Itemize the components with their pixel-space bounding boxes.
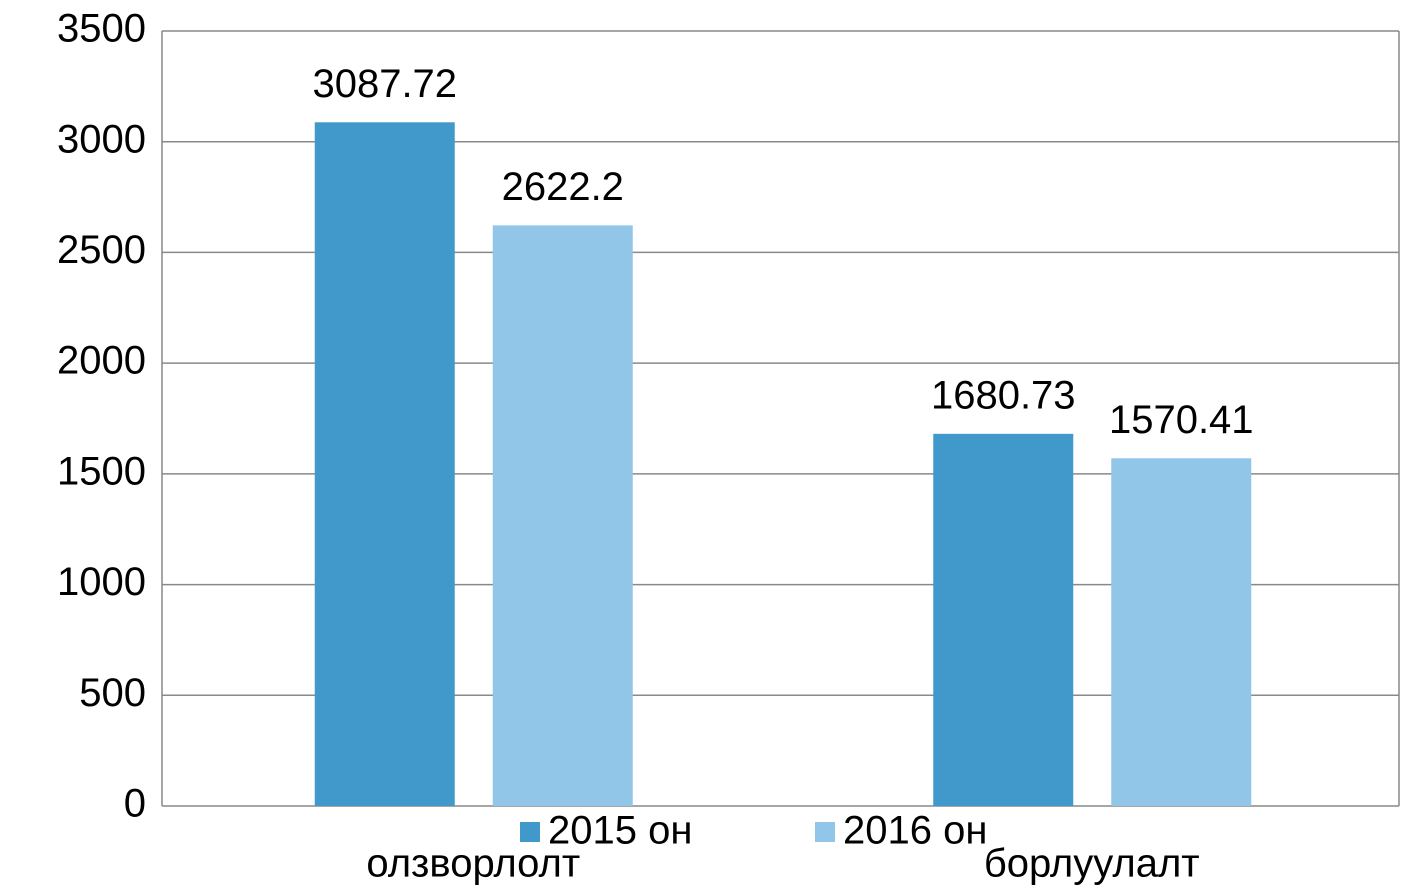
data-label: 1680.73 (931, 373, 1076, 417)
y-tick-label: 500 (79, 671, 146, 715)
legend-label: 2016 он (843, 809, 987, 853)
y-tick-label: 1500 (57, 449, 146, 493)
x-tick-label: олзворлолт (366, 842, 580, 886)
y-tick-label: 3500 (57, 7, 146, 51)
data-label: 2622.2 (502, 165, 624, 209)
y-tick-label: 3000 (57, 117, 146, 161)
legend-label: 2015 он (548, 809, 692, 853)
y-tick-label: 0 (124, 782, 146, 826)
legend-swatch (815, 822, 835, 842)
y-tick-label: 2500 (57, 228, 146, 272)
x-tick-label: борлуулалт (984, 842, 1200, 886)
data-label: 1570.41 (1109, 398, 1254, 442)
bar (314, 122, 455, 806)
bar (1111, 458, 1252, 806)
y-tick-label: 2000 (57, 339, 146, 383)
data-label: 3087.72 (312, 62, 457, 106)
legend-swatch (520, 822, 540, 842)
bar (933, 433, 1074, 806)
bar (492, 225, 633, 806)
y-tick-label: 1000 (57, 560, 146, 604)
